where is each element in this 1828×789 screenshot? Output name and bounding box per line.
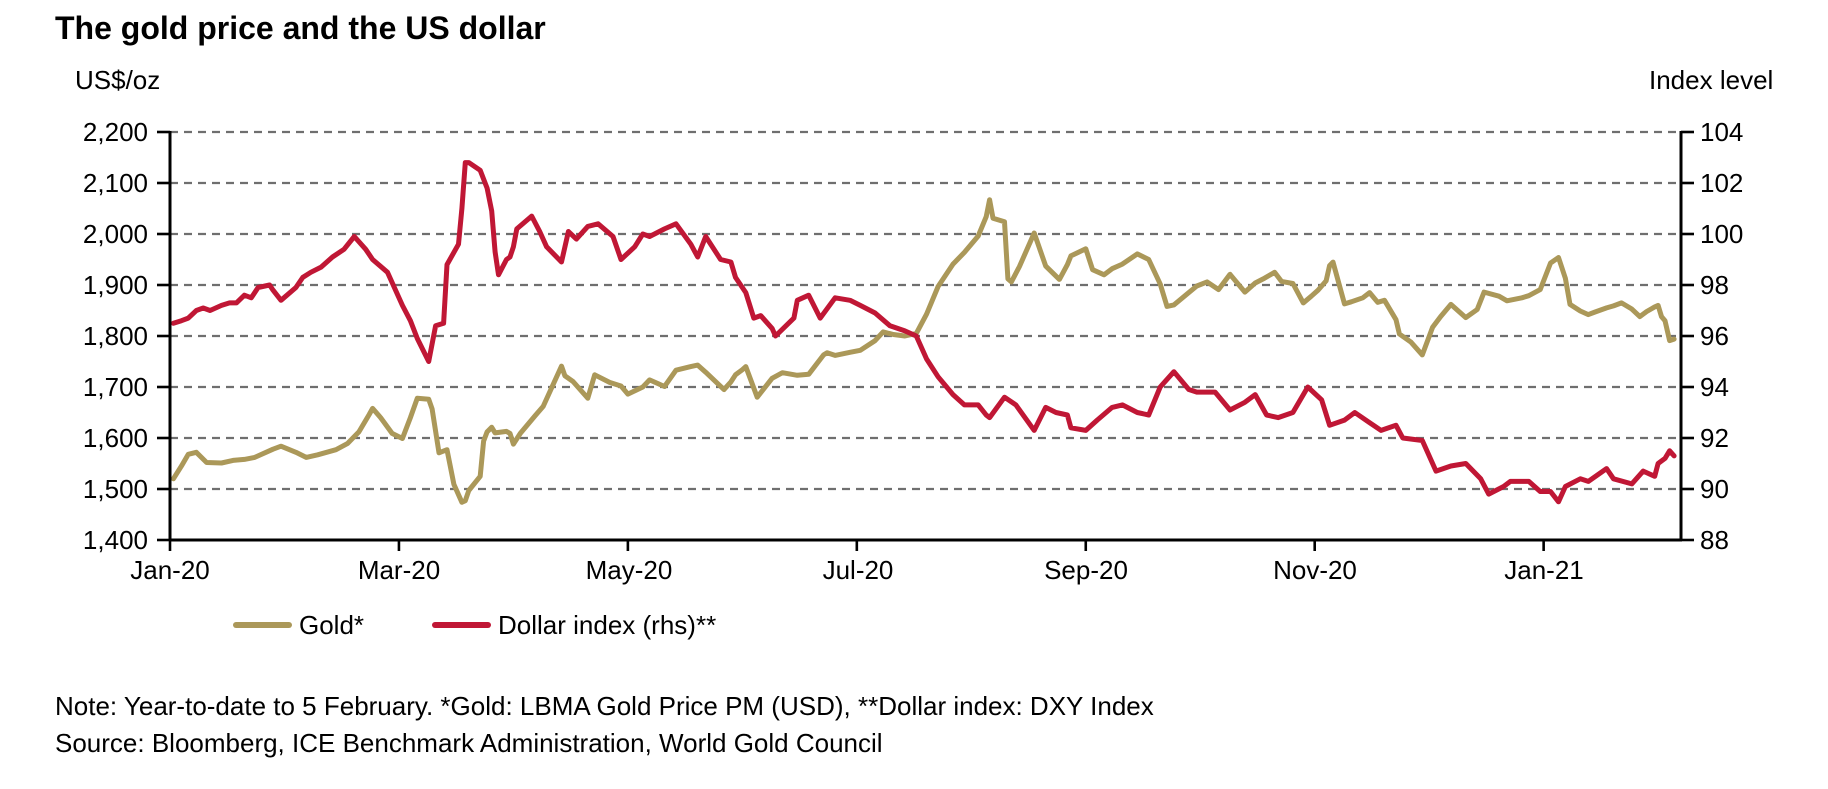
x-axis-tick-label: Jan-21 <box>1504 555 1584 585</box>
x-axis-tick-label: Jan-20 <box>130 555 210 585</box>
left-axis-tick-label: 1,500 <box>82 474 148 504</box>
x-axis-tick-label: Jul-20 <box>822 555 894 585</box>
right-axis-tick-label: 92 <box>1700 423 1729 453</box>
x-axis-tick-label: Sep-20 <box>1044 555 1128 585</box>
left-axis-tick-label: 1,700 <box>82 372 148 402</box>
right-axis-tick-label: 90 <box>1700 474 1729 504</box>
gold-line-swatch <box>233 622 292 628</box>
dollar-index-line <box>170 160 1677 505</box>
right-axis-tick-label: 102 <box>1700 168 1744 198</box>
dollar-index-line-swatch <box>432 622 491 628</box>
left-axis-tick-label: 1,400 <box>82 525 148 555</box>
right-axis-tick-label: 100 <box>1700 219 1744 249</box>
left-axis-tick-label: 1,600 <box>82 423 148 453</box>
left-axis-tick-label: 2,000 <box>82 219 148 249</box>
legend-item-gold: Gold* <box>233 609 364 641</box>
legend-label-gold: Gold* <box>299 610 365 640</box>
axes-and-ticks <box>157 130 1694 551</box>
chart-source: Source: Bloomberg, ICE Benchmark Adminis… <box>55 728 883 758</box>
right-axis-unit-label: Index level <box>1649 65 1774 95</box>
right-axis-tick-label: 96 <box>1700 321 1729 351</box>
x-axis-tick-label: Mar-20 <box>357 555 441 585</box>
gold-line <box>170 197 1677 505</box>
chart-note: Note: Year-to-date to 5 February. *Gold:… <box>55 691 1154 721</box>
left-axis-tick-label: 2,200 <box>82 117 148 147</box>
right-axis-tick-label: 88 <box>1700 525 1729 555</box>
chart-title: The gold price and the US dollar <box>55 10 546 46</box>
right-axis-tick-label: 98 <box>1700 270 1729 300</box>
right-axis-tick-label: 104 <box>1700 117 1744 147</box>
legend-label-dollar-index: Dollar index (rhs)** <box>498 610 717 640</box>
series-lines <box>170 160 1677 505</box>
left-axis-tick-label: 2,100 <box>82 168 148 198</box>
x-axis-tick-label: Nov-20 <box>1273 555 1357 585</box>
left-axis-tick-label: 1,900 <box>82 270 148 300</box>
legend-item-dollar-index: Dollar index (rhs)** <box>432 609 716 641</box>
left-axis-unit-label: US$/oz <box>75 65 161 95</box>
left-axis-tick-label: 1,800 <box>82 321 148 351</box>
x-axis-tick-label: May-20 <box>585 555 673 585</box>
right-axis-tick-label: 94 <box>1700 372 1729 402</box>
